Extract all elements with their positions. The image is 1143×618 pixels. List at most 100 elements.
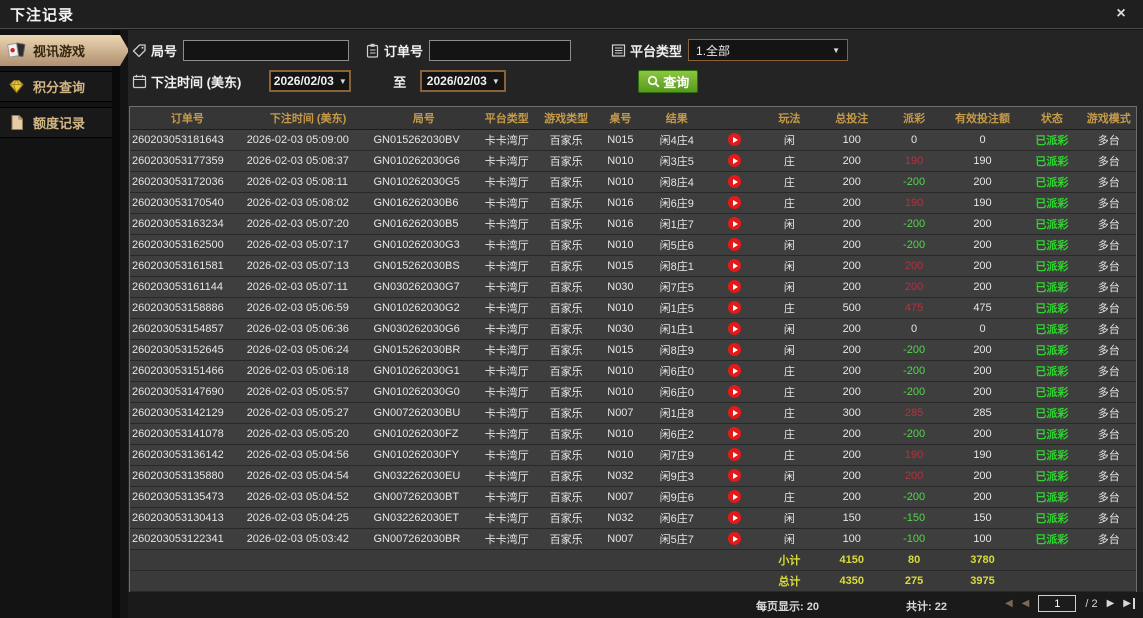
cell: 已派彩 bbox=[1022, 171, 1082, 193]
first-page-icon[interactable]: ◀ bbox=[1004, 598, 1013, 609]
cell: 0 bbox=[885, 129, 943, 151]
replay-cell bbox=[707, 255, 761, 277]
cell: 多台 bbox=[1081, 381, 1136, 403]
cell: 已派彩 bbox=[1022, 255, 1082, 277]
cell: 4150 bbox=[818, 548, 886, 571]
cell: 闲6庄0 bbox=[646, 381, 708, 403]
play-icon[interactable] bbox=[727, 280, 741, 293]
platform-type-select[interactable]: 1.全部 ▼ bbox=[688, 39, 849, 61]
cell: 285 bbox=[885, 402, 943, 424]
sidebar-item-points-query[interactable]: 积分查询 bbox=[0, 71, 112, 102]
replay-cell bbox=[707, 276, 761, 298]
play-icon[interactable] bbox=[727, 448, 741, 461]
cell: GN010262030G6 bbox=[371, 150, 477, 172]
replay-cell bbox=[707, 486, 761, 508]
play-icon[interactable] bbox=[727, 511, 741, 524]
cell: 多台 bbox=[1081, 486, 1136, 508]
cell: 闲 bbox=[760, 528, 819, 550]
cell: -200 bbox=[885, 381, 943, 403]
chevron-down-icon: ▼ bbox=[491, 76, 500, 86]
cell: 卡卡湾厅 bbox=[476, 444, 538, 466]
sidebar-item-label: 额度记录 bbox=[33, 116, 86, 131]
cell: 200 bbox=[942, 360, 1023, 382]
play-icon[interactable] bbox=[727, 406, 741, 419]
cell: 2026-02-03 05:08:37 bbox=[244, 150, 372, 172]
play-icon[interactable] bbox=[727, 217, 741, 230]
play-icon[interactable] bbox=[727, 238, 741, 251]
play-icon[interactable] bbox=[727, 301, 741, 314]
table-row: 260203053181643 2026-02-03 05:09:00 GN0152… bbox=[130, 129, 1136, 151]
cell: 260203053136142 bbox=[130, 444, 245, 466]
cell: 闲7庄5 bbox=[646, 276, 708, 298]
cell: 已派彩 bbox=[1022, 297, 1082, 319]
cell: 百家乐 bbox=[537, 486, 595, 508]
cell: N030 bbox=[594, 276, 647, 298]
play-icon[interactable] bbox=[727, 427, 741, 440]
cell: 多台 bbox=[1081, 129, 1136, 151]
bet-time-filter-group: 下注时间 (美东) 2026/02/03 ▼ 至 2026/02/03 ▼ 查询 bbox=[132, 69, 699, 93]
replay-cell bbox=[707, 444, 761, 466]
col-header: 桌号 bbox=[594, 107, 647, 130]
date-to-picker[interactable]: 2026/02/03 ▼ bbox=[420, 70, 507, 92]
cell: 百家乐 bbox=[537, 129, 595, 151]
play-icon[interactable] bbox=[727, 175, 741, 188]
cell: 多台 bbox=[1081, 255, 1136, 277]
cell: 2026-02-03 05:05:20 bbox=[244, 423, 372, 445]
play-icon[interactable] bbox=[727, 154, 741, 167]
next-page-icon[interactable]: ▶ bbox=[1106, 598, 1115, 609]
cell: 卡卡湾厅 bbox=[476, 192, 538, 214]
replay-cell bbox=[707, 192, 761, 214]
chevron-down-icon: ▼ bbox=[832, 45, 841, 55]
cell: 260203053152645 bbox=[130, 339, 245, 361]
play-icon[interactable] bbox=[727, 259, 741, 272]
play-icon[interactable] bbox=[727, 385, 741, 398]
col-header-replay bbox=[707, 107, 761, 130]
sidebar-item-video-games[interactable]: 视讯游戏 bbox=[0, 35, 129, 66]
cell: 已派彩 bbox=[1022, 318, 1082, 340]
cell: 多台 bbox=[1081, 444, 1136, 466]
cell: 卡卡湾厅 bbox=[476, 507, 538, 529]
cell: 0 bbox=[942, 129, 1023, 151]
cell: N010 bbox=[594, 150, 647, 172]
sidebar-item-quota-records[interactable]: 额度记录 bbox=[0, 107, 112, 138]
cell: N010 bbox=[594, 171, 647, 193]
play-icon[interactable] bbox=[727, 364, 741, 377]
round-id-input[interactable] bbox=[183, 39, 350, 61]
play-icon[interactable] bbox=[727, 469, 741, 482]
search-button[interactable]: 查询 bbox=[638, 69, 699, 93]
play-icon[interactable] bbox=[727, 133, 741, 146]
play-icon[interactable] bbox=[727, 322, 741, 335]
cell: 百家乐 bbox=[537, 171, 595, 193]
cell: 已派彩 bbox=[1022, 339, 1082, 361]
title-bar: 下注记录 × bbox=[0, 0, 1143, 29]
cell: 闲 bbox=[760, 339, 819, 361]
cell: 卡卡湾厅 bbox=[476, 213, 538, 235]
cell: -150 bbox=[885, 507, 943, 529]
replay-cell bbox=[707, 528, 761, 550]
prev-page-icon[interactable]: ◀ bbox=[1021, 598, 1030, 609]
cell: 200 bbox=[818, 423, 886, 445]
search-icon bbox=[647, 75, 660, 88]
cell: 2026-02-03 05:08:02 bbox=[244, 192, 372, 214]
order-id-input[interactable] bbox=[429, 39, 572, 61]
close-icon[interactable]: × bbox=[1116, 5, 1126, 22]
last-page-icon[interactable]: ▶ bbox=[1123, 598, 1135, 609]
replay-cell bbox=[707, 171, 761, 193]
cell: 2026-02-03 05:05:57 bbox=[244, 381, 372, 403]
replay-cell bbox=[707, 150, 761, 172]
cell: GN016262030B6 bbox=[371, 192, 477, 214]
cell: 百家乐 bbox=[537, 192, 595, 214]
play-icon[interactable] bbox=[727, 490, 741, 503]
table-row: 260203053154857 2026-02-03 05:06:36 GN0302… bbox=[130, 318, 1136, 340]
date-from-picker[interactable]: 2026/02/03 ▼ bbox=[269, 70, 352, 92]
table-row: 260203053163234 2026-02-03 05:07:20 GN0162… bbox=[130, 213, 1136, 235]
cell: 闲 bbox=[760, 465, 819, 487]
cell: 闲9庄3 bbox=[646, 465, 708, 487]
page-number-input[interactable] bbox=[1038, 595, 1077, 612]
play-icon[interactable] bbox=[727, 196, 741, 209]
play-icon[interactable] bbox=[727, 343, 741, 356]
cell: 260203053172036 bbox=[130, 171, 245, 193]
cell: GN015262030BR bbox=[371, 339, 477, 361]
cell: 200 bbox=[818, 486, 886, 508]
play-icon[interactable] bbox=[727, 532, 741, 545]
